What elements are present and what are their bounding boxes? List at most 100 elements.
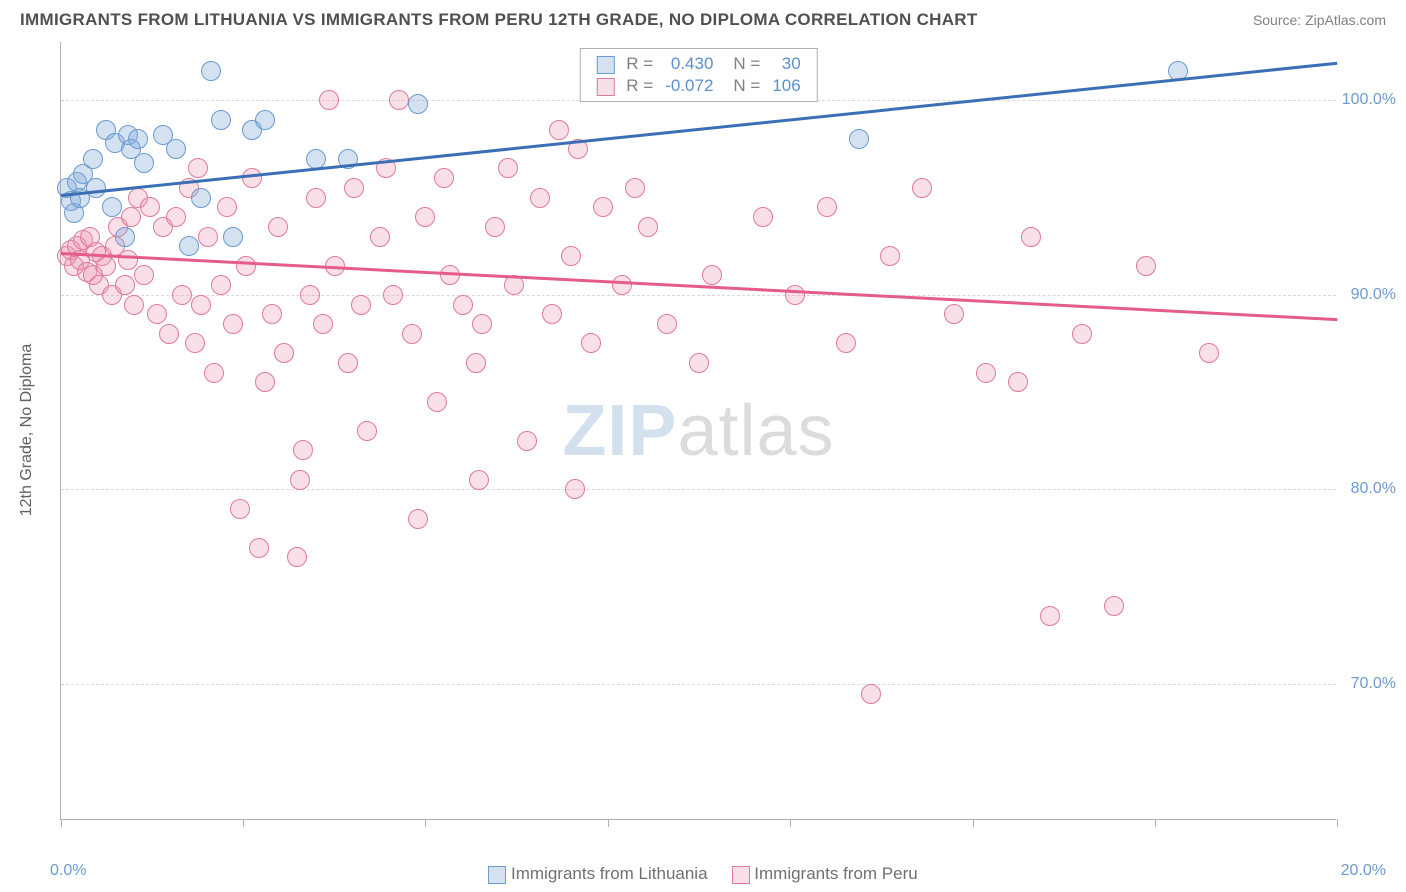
x-tick [608, 819, 609, 827]
legend-swatch [596, 78, 614, 96]
legend-swatch [732, 866, 750, 884]
data-point [223, 314, 243, 334]
data-point [293, 440, 313, 460]
data-point [96, 256, 116, 276]
data-point [242, 168, 262, 188]
r-label: R = [620, 75, 659, 97]
data-point [115, 227, 135, 247]
data-point [581, 333, 601, 353]
data-point [121, 207, 141, 227]
data-point [338, 353, 358, 373]
data-point [1136, 256, 1156, 276]
data-point [625, 178, 645, 198]
data-point [172, 285, 192, 305]
data-point [944, 304, 964, 324]
data-point [166, 139, 186, 159]
data-point [236, 256, 256, 276]
data-point [204, 363, 224, 383]
r-value: -0.072 [659, 75, 719, 97]
data-point [274, 343, 294, 363]
data-point [434, 168, 454, 188]
data-point [689, 353, 709, 373]
data-point [912, 178, 932, 198]
correlation-legend: R =0.430N =30R =-0.072N =106 [579, 48, 817, 102]
data-point [140, 197, 160, 217]
data-point [211, 110, 231, 130]
data-point [1040, 606, 1060, 626]
data-point [159, 324, 179, 344]
data-point [83, 149, 103, 169]
data-point [198, 227, 218, 247]
data-point [179, 236, 199, 256]
data-point [118, 250, 138, 270]
data-point [469, 470, 489, 490]
data-point [817, 197, 837, 217]
data-point [300, 285, 320, 305]
data-point [115, 275, 135, 295]
data-point [1021, 227, 1041, 247]
y-tick-label: 100.0% [1341, 91, 1396, 109]
data-point [191, 295, 211, 315]
data-point [262, 304, 282, 324]
gridline [61, 489, 1336, 490]
data-point [408, 509, 428, 529]
data-point [549, 120, 569, 140]
data-point [255, 372, 275, 392]
data-point [472, 314, 492, 334]
x-tick [790, 819, 791, 827]
data-point [976, 363, 996, 383]
data-point [849, 129, 869, 149]
data-point [166, 207, 186, 227]
data-point [217, 197, 237, 217]
data-point [188, 158, 208, 178]
data-point [128, 129, 148, 149]
y-tick-label: 90.0% [1341, 286, 1396, 304]
data-point [383, 285, 403, 305]
n-value: 106 [766, 75, 806, 97]
data-point [124, 295, 144, 315]
x-tick [243, 819, 244, 827]
data-point [880, 246, 900, 266]
legend-item: Immigrants from Peru [732, 864, 918, 884]
legend-swatch [596, 56, 614, 74]
data-point [702, 265, 722, 285]
data-point [201, 61, 221, 81]
data-point [517, 431, 537, 451]
data-point [657, 314, 677, 334]
data-point [453, 295, 473, 315]
data-point [498, 158, 518, 178]
data-point [230, 499, 250, 519]
source-label: Source: ZipAtlas.com [1253, 12, 1386, 28]
data-point [861, 684, 881, 704]
data-point [427, 392, 447, 412]
data-point [313, 314, 333, 334]
data-point [593, 197, 613, 217]
x-tick [1337, 819, 1338, 827]
data-point [268, 217, 288, 237]
data-point [638, 217, 658, 237]
data-point [612, 275, 632, 295]
data-point [1008, 372, 1028, 392]
x-tick [1155, 819, 1156, 827]
legend-item: Immigrants from Lithuania [488, 864, 707, 884]
data-point [191, 188, 211, 208]
data-point [134, 153, 154, 173]
data-point [102, 197, 122, 217]
x-tick [61, 819, 62, 827]
data-point [185, 333, 205, 353]
data-point [485, 217, 505, 237]
data-point [306, 188, 326, 208]
n-label: N = [719, 53, 766, 75]
r-value: 0.430 [659, 53, 719, 75]
data-point [561, 246, 581, 266]
data-point [287, 547, 307, 567]
n-label: N = [719, 75, 766, 97]
data-point [351, 295, 371, 315]
data-point [344, 178, 364, 198]
data-point [223, 227, 243, 247]
data-point [785, 285, 805, 305]
data-point [86, 178, 106, 198]
data-point [357, 421, 377, 441]
plot-area: 70.0%80.0%90.0%100.0%ZIPatlasR =0.430N =… [60, 42, 1336, 820]
x-tick [425, 819, 426, 827]
